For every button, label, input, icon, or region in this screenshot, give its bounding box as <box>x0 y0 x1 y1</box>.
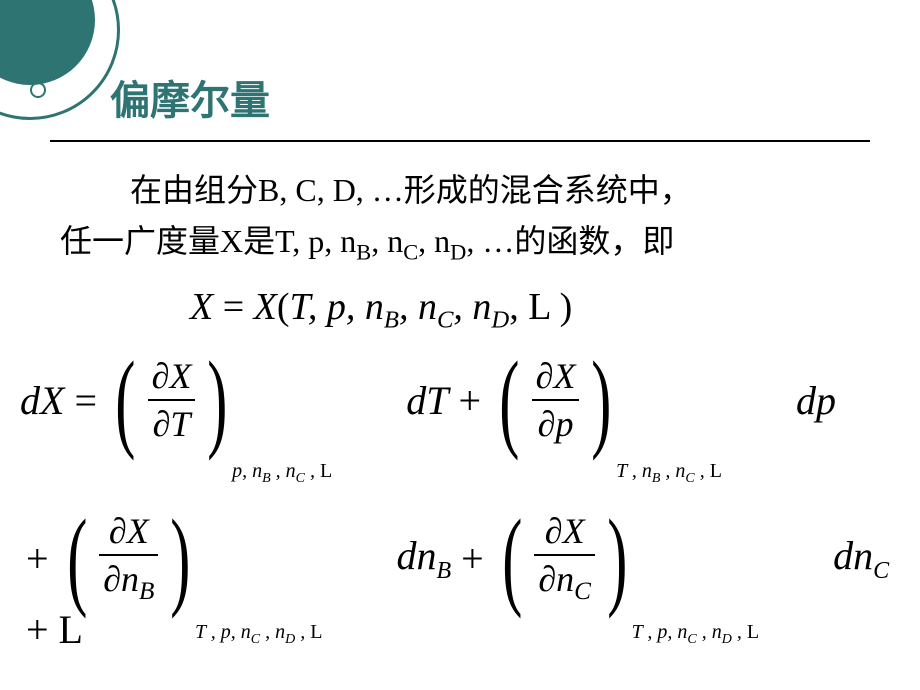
eq2-t3-frac: ∂X ∂nB <box>95 510 162 606</box>
slide-title-row: 偏摩尔量 <box>110 68 270 126</box>
rparen-icon: ) <box>592 356 612 444</box>
eq2-t2-cond: T , nB , nC , L <box>616 460 722 487</box>
equation-differential-row2: + ( ∂X ∂nB ) T , p, nC , nD , L dnB + ( … <box>20 510 900 653</box>
sub-d: D <box>450 240 466 265</box>
eq2-t1-cond: p, nB , nC , L <box>232 460 332 487</box>
eq1-open: ( <box>277 286 290 328</box>
eq2-plus0: + <box>26 535 49 582</box>
eq1-tail: , L ) <box>509 286 572 328</box>
eq2-t4-cond: T , p, nC , nD , L <box>632 621 759 648</box>
sub-c: C <box>403 240 418 265</box>
eq1-c2: , n <box>453 286 491 328</box>
eq2-t2-frac: ∂X ∂p <box>528 355 584 445</box>
eq2-lead: dX <box>20 377 64 424</box>
eq1-args: T, p, n <box>290 286 384 328</box>
eq1-c1: , n <box>399 286 437 328</box>
eq1-sub-d: D <box>491 307 509 334</box>
eq2-plus2: + <box>461 535 484 582</box>
eq2-t2-diff: dp <box>796 377 836 424</box>
equation-function-def: X = X(T, p, nB, nC, nD, L ) <box>190 285 572 335</box>
title-underline <box>50 140 870 142</box>
body-line1: 在由组分B, C, D, …形成的混合系统中， <box>130 172 692 208</box>
eq2-term4: ( ∂X ∂nC ) <box>494 510 636 606</box>
eq2-t3-cond: T , p, nC , nD , L <box>195 621 322 648</box>
eq2-term3: ( ∂X ∂nB ) <box>59 510 199 606</box>
body-line2-b: , n <box>371 223 403 259</box>
eq2-t4-den-sub: C <box>574 578 591 605</box>
slide-title: 偏摩尔量 <box>110 79 270 123</box>
eq2-term1: ( ∂X ∂T ) <box>107 355 236 445</box>
body-paragraph: 在由组分B, C, D, …形成的混合系统中， 任一广度量X是T, p, nB,… <box>60 165 880 270</box>
eq1-sub-c: C <box>437 307 453 334</box>
eq1-lhs: X <box>190 286 213 328</box>
eq2-t4-diff: dnC <box>833 532 889 585</box>
body-line2-d: , …的函数，即 <box>466 223 674 259</box>
eq1-equals: = <box>213 286 253 328</box>
equation-differential-row1: dX = ( ∂X ∂T ) p, nB , nC , L dT + ( ∂X … <box>20 355 900 445</box>
eq2-plus1: + <box>458 377 481 424</box>
eq2-t3-den-sub: B <box>139 578 154 605</box>
rparen-icon: ) <box>607 514 627 602</box>
eq2-t1-frac: ∂X ∂T <box>144 355 200 445</box>
eq2-t4-frac: ∂X ∂nC <box>530 510 599 606</box>
body-line2-a: 任一广度量X是T, p, n <box>60 223 356 259</box>
eq1-rhs-head: X <box>254 286 277 328</box>
lparen-icon: ( <box>502 514 522 602</box>
lparen-icon: ( <box>499 356 519 444</box>
sub-b: B <box>356 240 371 265</box>
eq2-t3-diff: dnB <box>396 532 451 585</box>
eq2-term2: ( ∂X ∂p ) <box>491 355 620 445</box>
eq1-sub-b: B <box>384 307 399 334</box>
body-line2-c: , n <box>418 223 450 259</box>
lparen-icon: ( <box>67 514 87 602</box>
rparen-icon: ) <box>171 514 191 602</box>
rparen-icon: ) <box>208 356 228 444</box>
eq2-t1-diff: dT <box>406 377 448 424</box>
lparen-icon: ( <box>115 356 135 444</box>
eq2-equals: = <box>74 377 97 424</box>
